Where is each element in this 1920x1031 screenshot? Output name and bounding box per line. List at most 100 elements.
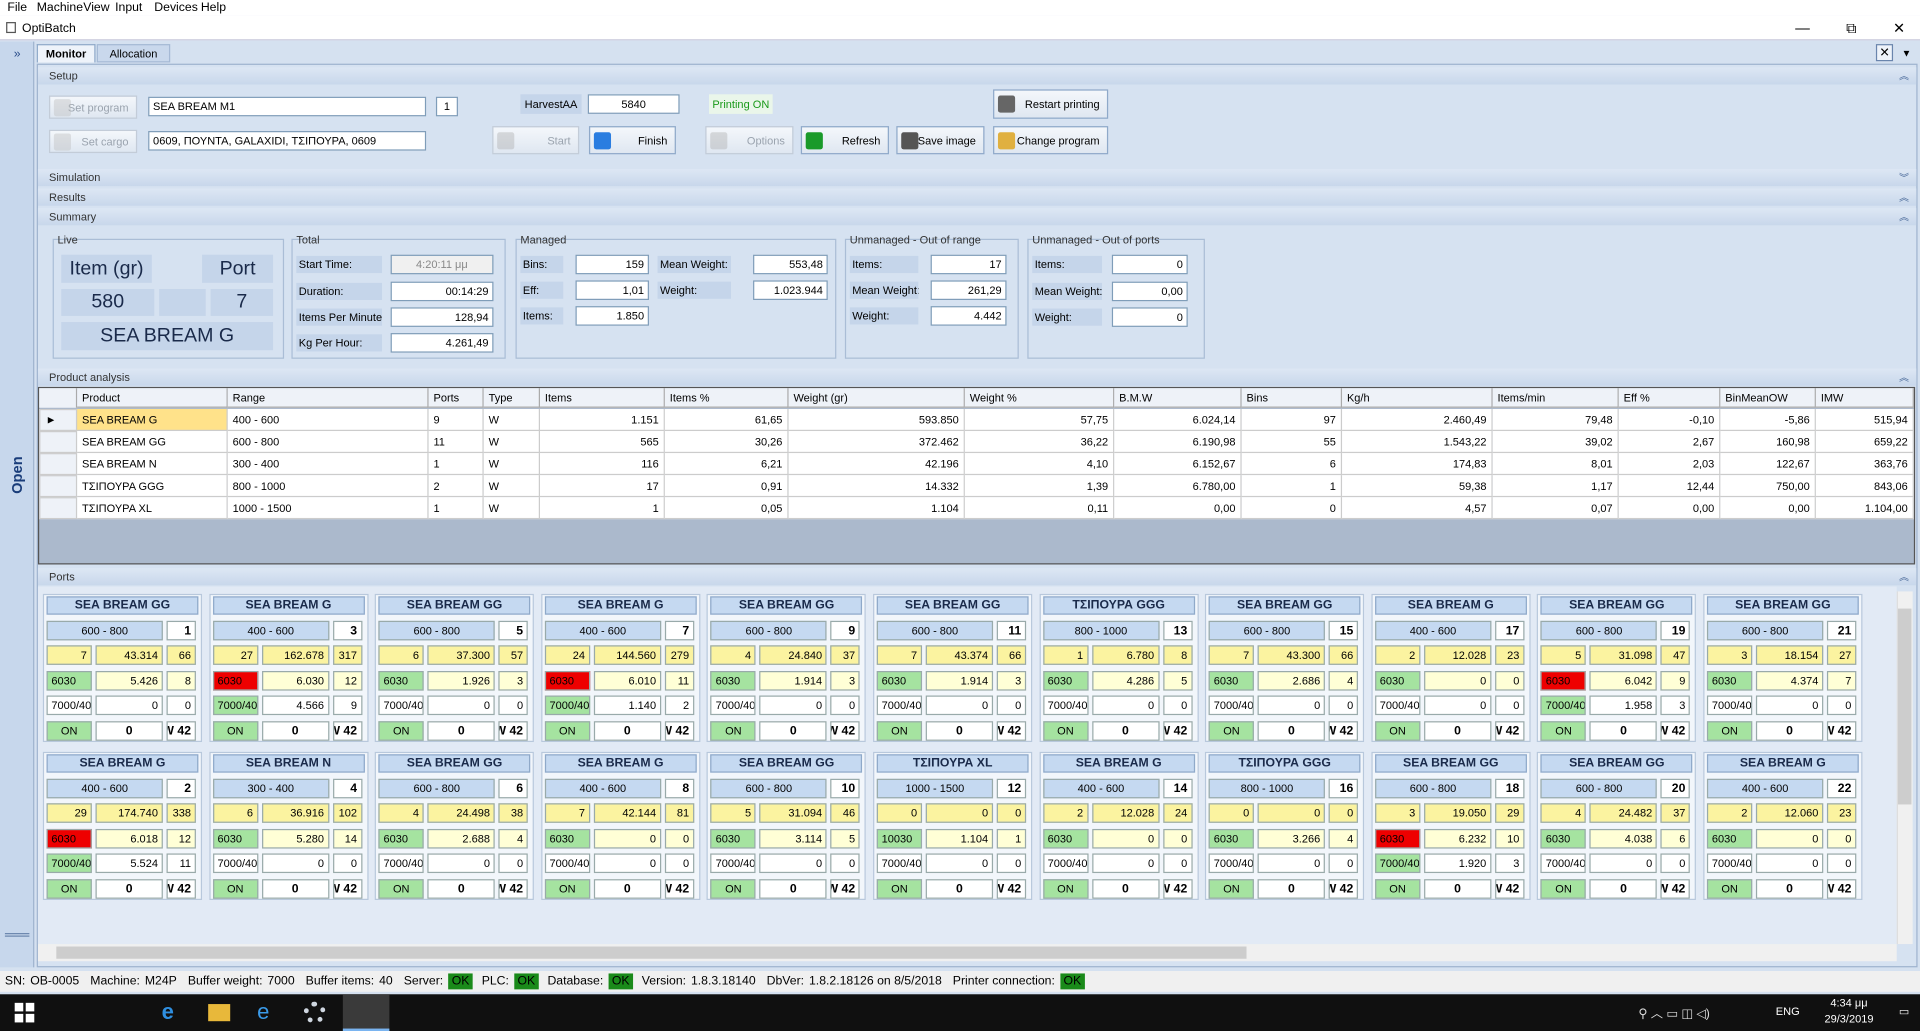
port-card[interactable] xyxy=(42,593,203,743)
tab-menu[interactable]: ▼ xyxy=(1901,47,1912,59)
port-card[interactable] xyxy=(1703,751,1863,900)
port-card[interactable] xyxy=(374,593,535,743)
column-header[interactable]: Items/min xyxy=(1492,388,1619,408)
table-cell[interactable]: SEA BREAM G xyxy=(77,408,228,432)
menu-item[interactable]: Devices xyxy=(154,0,198,15)
table-cell[interactable]: 6.190,98 xyxy=(1114,431,1242,454)
table-cell[interactable]: 659,22 xyxy=(1815,431,1914,454)
column-header[interactable]: Range xyxy=(227,388,429,408)
port-card[interactable] xyxy=(1371,751,1531,900)
table-cell[interactable]: 843,06 xyxy=(1815,475,1914,498)
column-header[interactable]: Type xyxy=(483,388,541,408)
menu-item[interactable]: Input xyxy=(115,0,143,15)
table-cell[interactable]: 17 xyxy=(540,475,665,498)
table-cell[interactable]: W xyxy=(483,497,541,520)
table-cell[interactable]: 6.152,67 xyxy=(1114,453,1242,476)
table-cell[interactable]: 55 xyxy=(1241,431,1343,454)
table-cell[interactable]: 2.460,49 xyxy=(1342,408,1493,432)
table-cell[interactable]: 1 xyxy=(428,453,484,476)
table-cell[interactable]: 1 xyxy=(540,497,665,520)
tray-date[interactable]: 29/3/2019 xyxy=(1824,1012,1874,1025)
table-cell[interactable]: 4,57 xyxy=(1342,497,1493,520)
table-cell[interactable]: 8,01 xyxy=(1492,453,1619,476)
table-cell[interactable]: 1,17 xyxy=(1492,475,1619,498)
text-field[interactable]: 0609, ΠΟΥΝΤΑ, GALAXIDI, ΤΣΙΠΟΥΡΑ, 0609 xyxy=(148,131,427,151)
table-cell[interactable]: 0 xyxy=(1241,497,1343,520)
section-header[interactable]: Product analysis xyxy=(37,368,1917,386)
table-cell[interactable]: W xyxy=(483,431,541,454)
table-cell[interactable]: 1 xyxy=(428,497,484,520)
row-header[interactable]: ▶ xyxy=(39,408,78,432)
column-header[interactable]: Items xyxy=(540,388,665,408)
table-cell[interactable]: W xyxy=(483,408,541,432)
menu-item[interactable]: File xyxy=(7,0,28,15)
column-header[interactable]: Kg/h xyxy=(1342,388,1493,408)
port-card[interactable] xyxy=(873,751,1033,900)
table-cell[interactable]: 515,94 xyxy=(1815,408,1914,432)
menu-item[interactable]: Machine xyxy=(36,0,84,15)
menu-item[interactable]: Help xyxy=(200,0,227,15)
table-cell[interactable]: -0,10 xyxy=(1618,408,1721,432)
section-header[interactable]: Simulation xyxy=(37,168,1917,187)
table-cell[interactable]: 0,00 xyxy=(1720,497,1816,520)
port-card[interactable] xyxy=(1039,751,1199,900)
app-icon[interactable] xyxy=(342,994,390,1031)
table-cell[interactable]: 2,67 xyxy=(1618,431,1721,454)
column-header[interactable]: BinMeanOW xyxy=(1720,388,1816,408)
close-tab[interactable]: ✕ xyxy=(1875,44,1894,62)
table-cell[interactable]: 1,39 xyxy=(964,475,1115,498)
table-cell[interactable]: 42.196 xyxy=(788,453,965,476)
table-cell[interactable]: 174,83 xyxy=(1342,453,1493,476)
tab[interactable]: Monitor xyxy=(36,44,96,63)
number-field[interactable]: 1 xyxy=(435,96,458,117)
column-header[interactable]: Weight % xyxy=(964,388,1115,408)
port-card[interactable] xyxy=(540,751,701,900)
table-cell[interactable]: 800 - 1000 xyxy=(227,475,429,498)
column-header[interactable]: Product xyxy=(77,388,228,408)
settings-icon[interactable] xyxy=(303,1001,326,1024)
table-cell[interactable]: 1 xyxy=(1241,475,1343,498)
table-cell[interactable]: W xyxy=(483,453,541,476)
table-cell[interactable]: 12,44 xyxy=(1618,475,1721,498)
table-cell[interactable]: SEA BREAM GG xyxy=(77,431,228,454)
row-header[interactable] xyxy=(39,431,78,454)
row-header[interactable] xyxy=(39,497,78,520)
menu-item[interactable]: View xyxy=(83,0,110,15)
table-cell[interactable]: 1.104 xyxy=(788,497,965,520)
collapse-icon[interactable]: ︽ xyxy=(1899,571,1909,583)
table-cell[interactable]: 160,98 xyxy=(1720,431,1816,454)
ie-icon[interactable]: e xyxy=(257,1000,270,1023)
table-cell[interactable]: 1000 - 1500 xyxy=(227,497,429,520)
table-cell[interactable]: 0,00 xyxy=(1618,497,1721,520)
column-header[interactable]: Eff % xyxy=(1618,388,1721,408)
tray-time[interactable]: 4:34 μμ xyxy=(1830,996,1868,1009)
column-header[interactable]: Weight (gr) xyxy=(788,388,965,408)
column-header[interactable]: Bins xyxy=(1241,388,1343,408)
port-card[interactable] xyxy=(1703,593,1863,743)
column-header[interactable]: Items % xyxy=(664,388,789,408)
table-cell[interactable]: -5,86 xyxy=(1720,408,1816,432)
port-card[interactable] xyxy=(1039,593,1199,743)
table-cell[interactable]: 0,00 xyxy=(1114,497,1242,520)
port-card[interactable] xyxy=(707,593,867,743)
table-cell[interactable]: 11 xyxy=(428,431,484,454)
table-cell[interactable]: 6.780,00 xyxy=(1114,475,1242,498)
port-card[interactable] xyxy=(1537,593,1697,743)
section-header[interactable]: Summary xyxy=(37,208,1917,226)
table-cell[interactable]: 79,48 xyxy=(1492,408,1619,432)
table-cell[interactable]: 61,65 xyxy=(664,408,789,432)
section-header[interactable]: Results xyxy=(37,188,1917,206)
button[interactable]: Change program xyxy=(993,126,1109,155)
table-cell[interactable]: 57,75 xyxy=(964,408,1115,432)
table-cell[interactable]: 2 xyxy=(428,475,484,498)
collapse-icon[interactable]: ︽ xyxy=(1899,211,1909,223)
tab[interactable]: Allocation xyxy=(96,44,171,63)
table-cell[interactable]: 0,07 xyxy=(1492,497,1619,520)
collapse-icon[interactable]: ︽ xyxy=(1899,191,1909,203)
column-header[interactable]: Ports xyxy=(428,388,484,408)
port-card[interactable] xyxy=(208,593,369,743)
port-card[interactable] xyxy=(873,593,1033,743)
table-cell[interactable]: 0,91 xyxy=(664,475,789,498)
edge-icon[interactable]: e xyxy=(161,1000,174,1023)
h-scroll-thumb[interactable] xyxy=(56,946,1247,959)
